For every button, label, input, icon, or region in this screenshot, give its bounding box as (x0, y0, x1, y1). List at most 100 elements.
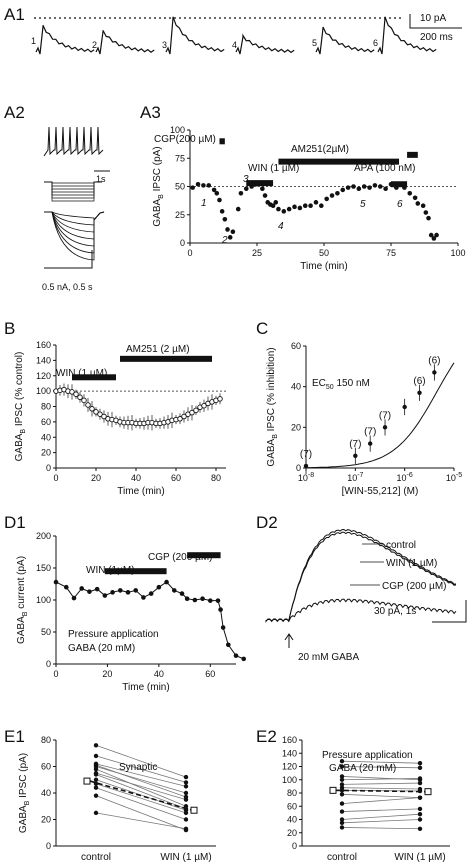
a1-scale-ms: 200 ms (420, 32, 453, 43)
a1-scale-pa: 10 pA (420, 13, 446, 24)
mean-line (89, 780, 193, 811)
voltage-step (44, 181, 102, 187)
data-point (345, 185, 351, 190)
category-label: WIN (1 µM) (394, 852, 445, 863)
data-point (402, 404, 407, 410)
a3-point-number: 5 (360, 199, 366, 210)
data-point (207, 598, 213, 603)
a1-scale-bar (409, 14, 462, 29)
n-label: (7) (364, 427, 376, 438)
data-point (190, 185, 195, 190)
data-point (302, 203, 308, 209)
pair-line (341, 776, 421, 781)
data-point (235, 206, 241, 212)
y-tick-label: 100 (170, 125, 185, 135)
a3-point-number: 3 (243, 174, 249, 185)
data-point (270, 203, 276, 209)
a1-trace-number: 2 (92, 40, 97, 50)
data-point (339, 817, 345, 822)
data-point (93, 781, 99, 786)
y-tick-label: 0 (46, 841, 51, 851)
pair-line (95, 755, 187, 783)
pair-line (95, 772, 187, 801)
data-point (93, 793, 99, 798)
data-point (183, 797, 189, 802)
y-tick-label: 0 (46, 659, 51, 669)
fit-curve (305, 362, 455, 469)
drug-application-bar (246, 180, 274, 187)
y-tick-label: 40 (41, 788, 51, 798)
data-point (93, 772, 99, 777)
d1-chart: 0 50 100 150 200 0 20 40 60 Time (min) GABAB curre… (16, 531, 247, 693)
pair-line (341, 793, 421, 799)
data-point (227, 235, 233, 240)
data-point (225, 642, 231, 648)
a1-trace-number: 1 (31, 36, 36, 46)
data-point (292, 204, 297, 210)
pair-line (95, 787, 187, 820)
data-point (417, 780, 423, 786)
ipsc-trace (377, 16, 437, 55)
c-ec50-label: EC50 150 nM (312, 378, 370, 391)
data-point (125, 590, 131, 595)
x-tick-label: 20 (91, 473, 101, 483)
x-tick-label: 10-8 (298, 472, 314, 483)
d1-note-gaba: GABA (20 mM) (68, 643, 135, 654)
data-point (308, 203, 313, 209)
n-label: (7) (349, 439, 361, 450)
pair-line (95, 783, 187, 814)
x-tick-label: 40 (154, 669, 164, 679)
data-point (324, 196, 329, 202)
data-point (417, 817, 423, 822)
x-tick-label: 10-7 (347, 472, 363, 483)
data-point (417, 765, 423, 771)
x-tick-label: 20 (102, 669, 112, 679)
data-point (183, 817, 189, 822)
d2-label-control: control (386, 540, 416, 551)
y-tick-label: 50 (41, 627, 51, 637)
data-point (217, 396, 223, 402)
data-point (215, 598, 221, 603)
drug-application-bar (72, 374, 116, 381)
pair-line (95, 812, 187, 830)
data-point (426, 215, 431, 221)
data-point (133, 588, 139, 593)
voltage-step (44, 181, 102, 196)
e1-title: Synaptic (119, 762, 157, 773)
y-axis-label: GABAB IPSC (% inhibition) (266, 347, 279, 466)
d2-stim-arrow-icon (284, 633, 294, 648)
data-point (156, 584, 162, 590)
y-tick-label: 20 (291, 422, 301, 432)
data-point (339, 759, 345, 764)
data-point (243, 186, 249, 192)
data-point (262, 193, 268, 198)
x-axis-label: [WIN-55,212] (M) (342, 486, 419, 497)
y-tick-label: 150 (36, 563, 51, 573)
data-point (71, 595, 77, 601)
data-point (69, 389, 75, 395)
data-point (201, 402, 207, 409)
a3-label-am251: AM251(2µM) (291, 144, 349, 155)
current-trace-win (265, 531, 457, 622)
data-point (195, 181, 201, 187)
data-point (206, 183, 212, 188)
x-tick-label: 0 (53, 473, 58, 483)
e2-chart: 0 20 40 60 80 100 120 140 160 control WIN (1 µM) P… (282, 735, 450, 863)
category-label: control (327, 852, 357, 863)
panel-label-a3: A3 (140, 103, 161, 122)
data-point (377, 184, 383, 189)
x-tick-label: 10-5 (446, 472, 462, 483)
data-point (417, 795, 423, 800)
pair-line (95, 774, 187, 810)
data-point (79, 586, 85, 591)
pair-line (95, 768, 187, 807)
y-tick-label: 60 (41, 762, 51, 772)
pair-line (95, 744, 187, 778)
y-tick-label: 80 (41, 402, 51, 412)
d2-scale-bar (432, 600, 467, 623)
current-trace (44, 211, 105, 261)
pair-line (95, 795, 187, 831)
data-point (93, 785, 99, 790)
data-point (286, 206, 292, 212)
e2-title-line2: GABA (20 mM) (329, 763, 396, 774)
